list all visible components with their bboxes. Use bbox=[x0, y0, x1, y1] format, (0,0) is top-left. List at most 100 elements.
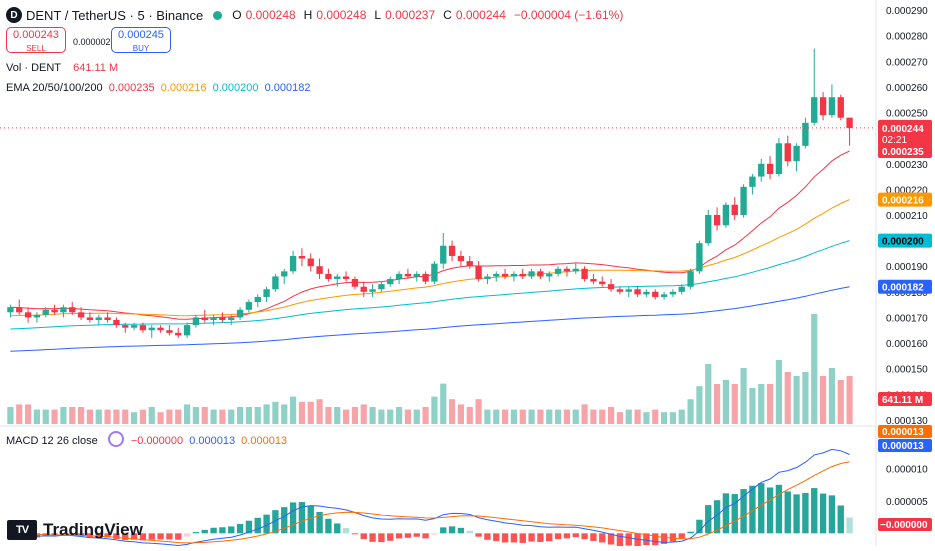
ema-legend[interactable]: EMA 20/50/100/200 0.000235 0.000216 0.00… bbox=[6, 82, 313, 94]
candle-body[interactable] bbox=[572, 268, 579, 272]
candle-body[interactable] bbox=[360, 286, 367, 292]
macd-legend[interactable]: MACD 12 26 close −0.000000 0.000013 0.00… bbox=[6, 431, 290, 447]
candle-body[interactable] bbox=[431, 263, 438, 282]
candle-body[interactable] bbox=[351, 279, 359, 287]
candle-body[interactable] bbox=[289, 255, 297, 272]
candle-body[interactable] bbox=[713, 215, 721, 226]
candle-body[interactable] bbox=[219, 317, 226, 320]
candle-body[interactable] bbox=[678, 286, 685, 292]
candle-body[interactable] bbox=[625, 289, 632, 292]
candle-body[interactable] bbox=[802, 122, 809, 146]
candle-body[interactable] bbox=[210, 317, 217, 320]
candle-body[interactable] bbox=[493, 273, 500, 277]
candle-body[interactable] bbox=[122, 325, 129, 328]
candle-body[interactable] bbox=[113, 320, 120, 326]
candle-body[interactable] bbox=[563, 268, 571, 272]
candle-body[interactable] bbox=[192, 317, 200, 326]
candle-body[interactable] bbox=[413, 273, 420, 277]
candle-body[interactable] bbox=[793, 145, 800, 162]
macd-settings-icon[interactable] bbox=[107, 431, 124, 447]
candle-body[interactable] bbox=[528, 271, 535, 277]
symbol-title[interactable]: DENT / TetherUS · 5 · Binance bbox=[26, 7, 204, 23]
candle-body[interactable] bbox=[7, 307, 14, 313]
candle-body[interactable] bbox=[440, 245, 447, 264]
candle-body[interactable] bbox=[228, 317, 235, 320]
sell-button[interactable]: 0.000243 SELL bbox=[6, 27, 66, 53]
candle-body[interactable] bbox=[60, 307, 67, 313]
candle-body[interactable] bbox=[537, 271, 544, 277]
candle-body[interactable] bbox=[139, 325, 147, 331]
candle-body[interactable] bbox=[183, 325, 191, 336]
candle-body[interactable] bbox=[130, 325, 138, 328]
candle-body[interactable] bbox=[634, 289, 641, 295]
candle-body[interactable] bbox=[42, 309, 49, 315]
candle-body[interactable] bbox=[387, 279, 394, 285]
candle-body[interactable] bbox=[33, 314, 41, 318]
candle-body[interactable] bbox=[501, 273, 509, 277]
candle-body[interactable] bbox=[245, 302, 253, 310]
candle-body[interactable] bbox=[378, 284, 385, 290]
candle-body[interactable] bbox=[696, 243, 703, 272]
candle-body[interactable] bbox=[236, 309, 244, 318]
candle-body[interactable] bbox=[554, 268, 562, 274]
candle-body[interactable] bbox=[148, 327, 155, 331]
candle-body[interactable] bbox=[546, 273, 553, 277]
candle-body[interactable] bbox=[51, 309, 58, 313]
candle-body[interactable] bbox=[581, 268, 588, 280]
candle-body[interactable] bbox=[298, 255, 306, 259]
candle-body[interactable] bbox=[687, 271, 694, 287]
candle-body[interactable] bbox=[166, 330, 173, 333]
candle-body[interactable] bbox=[607, 284, 615, 290]
candle-body[interactable] bbox=[104, 317, 111, 320]
candle-body[interactable] bbox=[334, 276, 341, 280]
candle-body[interactable] bbox=[660, 294, 668, 297]
candle-body[interactable] bbox=[281, 271, 288, 277]
candle-body[interactable] bbox=[86, 317, 94, 320]
candle-body[interactable] bbox=[457, 255, 465, 262]
candle-body[interactable] bbox=[837, 97, 844, 118]
candle-body[interactable] bbox=[758, 163, 765, 177]
candle-body[interactable] bbox=[263, 289, 270, 297]
candle-body[interactable] bbox=[422, 273, 429, 282]
candle-body[interactable] bbox=[705, 215, 712, 244]
candle-body[interactable] bbox=[69, 307, 76, 313]
candle-body[interactable] bbox=[24, 312, 32, 318]
candle-body[interactable] bbox=[369, 289, 376, 292]
candle-body[interactable] bbox=[475, 266, 482, 280]
candle-body[interactable] bbox=[652, 291, 659, 297]
candle-body[interactable] bbox=[766, 163, 774, 175]
candle-body[interactable] bbox=[307, 258, 314, 267]
candle-body[interactable] bbox=[590, 279, 597, 282]
candle-body[interactable] bbox=[811, 97, 818, 123]
candle-body[interactable] bbox=[519, 273, 526, 277]
candle-body[interactable] bbox=[731, 204, 738, 215]
candle-body[interactable] bbox=[201, 317, 208, 320]
candle-body[interactable] bbox=[749, 176, 756, 187]
candle-body[interactable] bbox=[175, 332, 182, 336]
tradingview-logo[interactable]: TV TradingView bbox=[7, 520, 143, 540]
candle-body[interactable] bbox=[316, 266, 323, 274]
candle-body[interactable] bbox=[643, 291, 650, 295]
candle-body[interactable] bbox=[157, 327, 164, 331]
candle-body[interactable] bbox=[342, 276, 350, 280]
candle-body[interactable] bbox=[510, 273, 518, 277]
candle-body[interactable] bbox=[395, 273, 403, 280]
candle-body[interactable] bbox=[599, 281, 606, 285]
candle-body[interactable] bbox=[484, 276, 491, 280]
candle-body[interactable] bbox=[784, 143, 791, 162]
candle-body[interactable] bbox=[16, 307, 23, 313]
candle-body[interactable] bbox=[272, 276, 279, 290]
candle-body[interactable] bbox=[775, 143, 783, 175]
candle-body[interactable] bbox=[722, 204, 730, 226]
candle-body[interactable] bbox=[828, 97, 836, 116]
candle-body[interactable] bbox=[77, 312, 85, 318]
candle-body[interactable] bbox=[846, 117, 853, 128]
candle-body[interactable] bbox=[95, 317, 102, 320]
candle-body[interactable] bbox=[448, 245, 456, 256]
candle-body[interactable] bbox=[254, 296, 261, 303]
candle-body[interactable] bbox=[669, 291, 677, 295]
candle-body[interactable] bbox=[325, 273, 332, 280]
candle-body[interactable] bbox=[740, 186, 747, 215]
